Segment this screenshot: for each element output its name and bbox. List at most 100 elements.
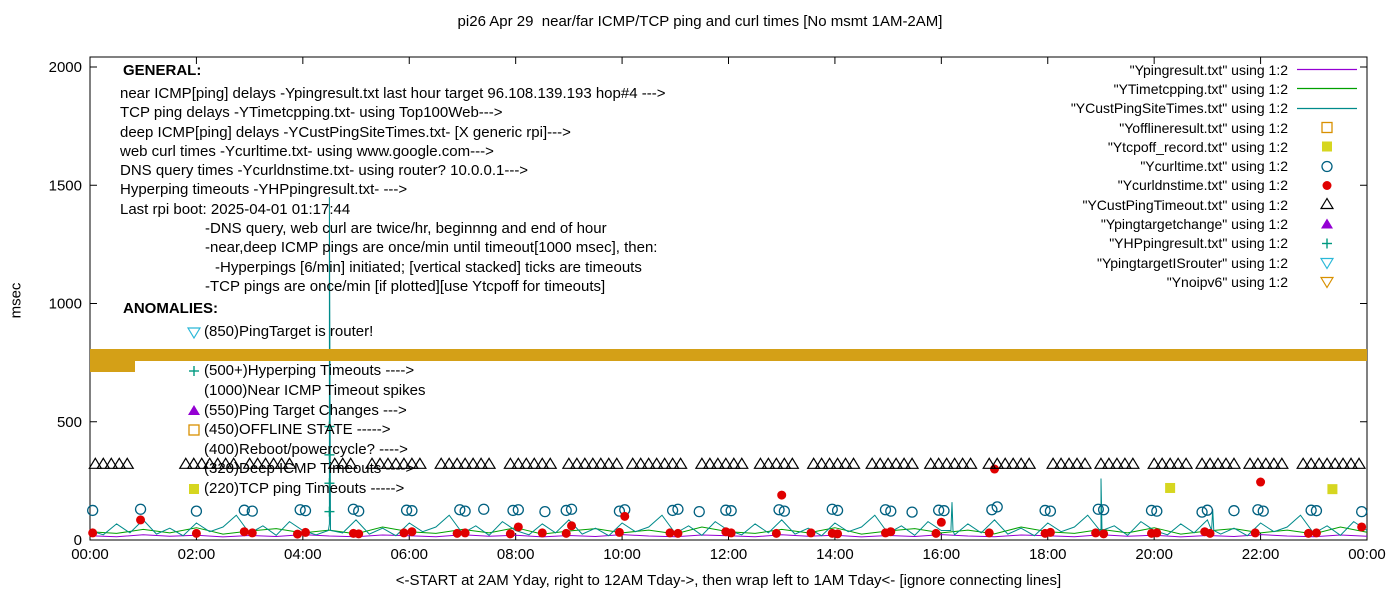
legend-sample-triangle-down-open-icon <box>1319 277 1335 290</box>
series-Ytcpoff_record <box>1165 482 1338 495</box>
anomaly-line: (850)PingTarget is router! <box>120 322 425 342</box>
none-icon <box>186 442 203 457</box>
anomaly-text: (450)OFFLINE STATE -----> <box>204 421 391 439</box>
noipv6-band-main <box>90 348 1367 362</box>
x-tick-label: 10:00 <box>603 546 641 563</box>
plus-icon <box>189 366 199 377</box>
legend-label: "Ycurltime.txt" using 1:2 <box>1140 158 1288 175</box>
anomaly-annotations: ANOMALIES: (850)PingTarget is router! (50… <box>120 300 425 498</box>
square-open-icon <box>188 424 200 436</box>
anomaly-line: (220)TCP ping Timeouts -----> <box>120 479 425 499</box>
legend-entry: "Ytcpoff_record.txt" using 1:2 <box>1071 137 1360 156</box>
anomaly-line: (1000)Near ICMP Timeout spikes <box>120 381 425 401</box>
general-line: -near,deep ICMP pings are once/min until… <box>205 239 658 257</box>
legend-sample-circle-open-icon <box>1321 160 1333 172</box>
legend-sample-line-icon <box>1297 69 1357 71</box>
general-line: deep ICMP[ping] delays -YCustPingSiteTim… <box>120 123 571 141</box>
legend-entry: "YCustPingSiteTimes.txt" using 1:2 <box>1071 99 1360 118</box>
anomalies-header: ANOMALIES: <box>123 300 218 317</box>
legend-entry: "YCustPingTimeout.txt" using 1:2 <box>1071 195 1360 214</box>
legend-entry: "Ypingresult.txt" using 1:2 <box>1071 60 1360 79</box>
x-tick-label: 08:00 <box>497 546 535 563</box>
legend-label: "YCustPingSiteTimes.txt" using 1:2 <box>1070 100 1288 117</box>
anomaly-text: (320)Deep ICMP Timeouts ----> <box>204 460 415 478</box>
none-icon <box>186 383 203 398</box>
legend-entry: "Yofflineresult.txt" using 1:2 <box>1071 118 1360 137</box>
triangle-down-open-icon <box>186 327 202 340</box>
square-filled-icon <box>189 484 199 495</box>
anomaly-text: (220)TCP ping Timeouts -----> <box>204 480 405 498</box>
legend-entry: "YHPpingresult.txt" using 1:2 <box>1071 234 1360 253</box>
series-YCustPingTimeout <box>88 457 1367 469</box>
general-header: GENERAL: <box>123 62 202 79</box>
y-tick-label: 500 <box>57 414 82 431</box>
x-axis-label: <-START at 2AM Yday, right to 12AM Tday-… <box>395 572 1062 589</box>
anomaly-line: (500+)Hyperping Timeouts ----> <box>120 361 425 381</box>
anomaly-text: (550)Ping Target Changes ---> <box>204 401 407 419</box>
legend-entry: "Ycurltime.txt" using 1:2 <box>1071 156 1360 175</box>
triangle-filled-icon <box>188 404 200 415</box>
legend-label: "Ypingtargetchange" using 1:2 <box>1100 216 1288 233</box>
chart-title: pi26 Apr 29 near/far ICMP/TCP ping and c… <box>457 13 943 30</box>
legend-label: "Yofflineresult.txt" using 1:2 <box>1119 119 1288 136</box>
anomaly-line: (550)Ping Target Changes ---> <box>120 400 425 420</box>
y-axis-label: msec <box>7 282 25 319</box>
legend-sample-plus-icon <box>1322 238 1332 249</box>
legend-sample-triangle-filled-icon <box>1321 218 1333 229</box>
y-tick-label: 0 <box>74 532 82 549</box>
legend-entry: "YpingtargetISrouter" using 1:2 <box>1071 253 1360 272</box>
general-line: near ICMP[ping] delays -Ypingresult.txt … <box>120 85 666 102</box>
anomaly-line: (320)Deep ICMP Timeouts ----> <box>120 459 425 479</box>
legend-label: "YCustPingTimeout.txt" using 1:2 <box>1082 196 1288 213</box>
anomaly-text: (400)Reboot/powercycle? ----> <box>204 440 408 458</box>
legend-sample-line-icon <box>1297 88 1357 90</box>
anomaly-line: (400)Reboot/powercycle? ----> <box>120 440 425 460</box>
x-tick-label: 00:00 <box>71 546 109 563</box>
legend-sample-triangle-down-open-icon <box>1319 258 1335 270</box>
legend-label: "Ynoipv6" using 1:2 <box>1166 273 1288 290</box>
general-line: Last rpi boot: 2025-04-01 01:17:44 <box>120 200 351 218</box>
x-tick-label: 14:00 <box>816 546 854 563</box>
anomaly-lines: (850)PingTarget is router! (500+)Hyperpin… <box>120 322 425 498</box>
legend-sample-triangle-open-icon <box>1319 197 1335 210</box>
y-tick-label: 2000 <box>49 59 82 76</box>
series-Ycurltime <box>87 501 1368 518</box>
legend-label: "Ycurldnstime.txt" using 1:2 <box>1117 177 1288 194</box>
series-YCustPingSiteTimes <box>89 197 1368 537</box>
legend-sample-line-icon <box>1297 107 1357 109</box>
legend-label: "Ytcpoff_record.txt" using 1:2 <box>1107 138 1288 155</box>
y-tick-label: 1500 <box>49 177 82 194</box>
legend: "Ypingresult.txt" using 1:2 "YTimetcpping… <box>1071 60 1360 292</box>
general-lines: near ICMP[ping] delays -Ypingresult.txt … <box>120 84 665 296</box>
anomaly-text: (500+)Hyperping Timeouts ----> <box>204 362 415 380</box>
general-line: Hyperping timeouts -YHPpingresult.txt- -… <box>120 181 408 199</box>
legend-label: "YTimetcpping.txt" using 1:2 <box>1113 80 1288 97</box>
x-tick-label: 12:00 <box>710 546 748 563</box>
general-line: -Hyperpings [6/min] initiated; [vertical… <box>215 258 642 276</box>
anomaly-line: (450)OFFLINE STATE -----> <box>120 420 425 440</box>
x-tick-label: 20:00 <box>1135 546 1173 563</box>
x-tick-label: 06:00 <box>390 546 428 563</box>
legend-label: "Ypingresult.txt" using 1:2 <box>1129 61 1288 78</box>
series-Ycurldnstime <box>88 464 1367 539</box>
legend-sample-square-open-icon <box>1321 121 1333 134</box>
x-tick-label: 22:00 <box>1242 546 1280 563</box>
legend-sample-square-filled-icon <box>1322 141 1332 152</box>
x-tick-label: 02:00 <box>178 546 216 563</box>
y-tick-label: 1000 <box>49 296 82 313</box>
x-tick-label: 16:00 <box>923 546 961 563</box>
legend-entry: "Ycurldnstime.txt" using 1:2 <box>1071 176 1360 195</box>
x-tick-label: 18:00 <box>1029 546 1067 563</box>
legend-label: "YpingtargetISrouter" using 1:2 <box>1096 254 1288 271</box>
x-tick-label: 04:00 <box>284 546 322 563</box>
legend-entry: "Ynoipv6" using 1:2 <box>1071 272 1360 291</box>
legend-entry: "Ypingtargetchange" using 1:2 <box>1071 214 1360 233</box>
x-tick-label: 00:00 <box>1348 546 1386 563</box>
general-line: -DNS query, web curl are twice/hr, begin… <box>205 220 607 238</box>
legend-sample-circle-filled-icon <box>1322 180 1332 190</box>
general-line: web curl times -Ycurltime.txt- using www… <box>120 142 494 160</box>
legend-label: "YHPpingresult.txt" using 1:2 <box>1109 235 1288 252</box>
general-line: DNS query times -Ycurldnstime.txt- using… <box>120 162 529 180</box>
